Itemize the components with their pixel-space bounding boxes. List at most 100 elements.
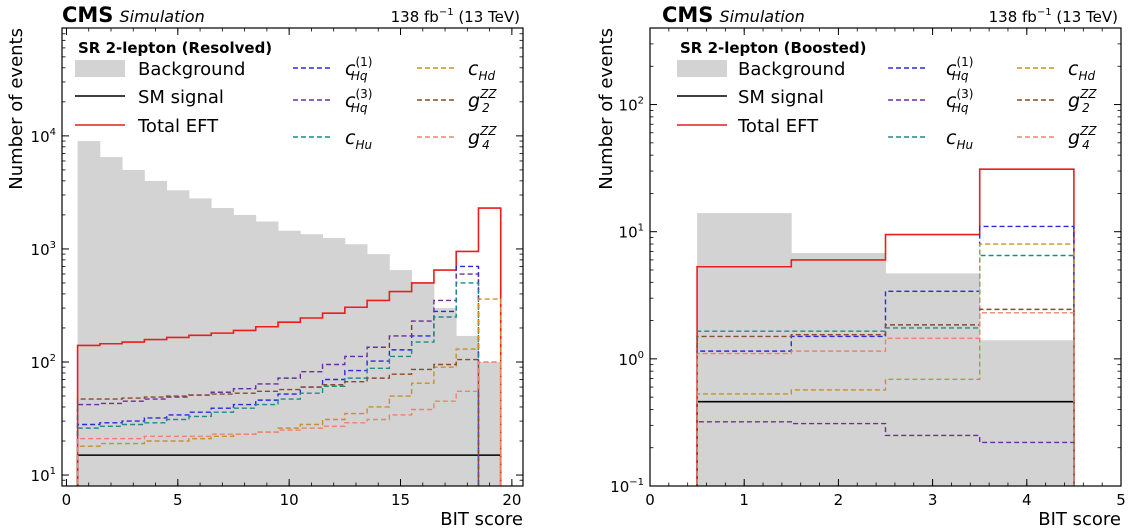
x-tick-label: 0 (645, 491, 655, 509)
legend-label-g4: gZZ 4 (468, 124, 497, 152)
background-bar (166, 190, 190, 486)
legend-item-eft: Total EFT (75, 116, 219, 137)
cms-header: CMS Simulation (662, 3, 805, 27)
legend-label-chq3: c(3) Hq (345, 87, 372, 115)
region-label: SR 2-lepton (Boosted) (680, 39, 866, 57)
x-tick-label: 2 (834, 491, 844, 509)
x-tick-label: 3 (928, 491, 938, 509)
axes-frame (61, 27, 524, 487)
x-tick-label: 15 (391, 491, 410, 509)
x-axis-label: BIT score (440, 509, 523, 529)
x-tick-label: 1 (739, 491, 749, 509)
background-bar (791, 252, 886, 486)
legend-label-g2: gZZ 2 (468, 87, 497, 115)
legend: Background SM signal Total EFT c(1) Hq c(3) Hq… (677, 55, 1097, 152)
legend-item-sm: SM signal (75, 87, 224, 108)
series-line-eft (696, 168, 1075, 486)
y-tick-label: 102 (619, 96, 644, 115)
plot-area (76, 141, 502, 486)
background-bar (344, 244, 368, 486)
legend-label-g4: gZZ 4 (1068, 124, 1097, 152)
background-bar (99, 157, 123, 486)
axes-frame (649, 27, 1122, 487)
background-bar (278, 230, 301, 486)
legend-label-chq1: c(1) Hq (345, 55, 372, 83)
background-bar (233, 214, 257, 486)
background-bar (456, 335, 479, 486)
background-bar (411, 282, 435, 486)
y-tick-label: 101 (619, 223, 644, 242)
background-bar (255, 221, 279, 486)
legend-label-chq1: c(1) Hq (946, 55, 973, 83)
background-bar (697, 213, 792, 486)
legend-item-g2: gZZ 2 (417, 87, 497, 115)
legend-swatch-bkg (75, 60, 125, 77)
series-line-sm (76, 454, 502, 486)
legend-label-sm: SM signal (138, 87, 224, 108)
series-line-g4 (76, 361, 502, 486)
background-bar (885, 273, 981, 486)
background-bar (122, 169, 145, 486)
legend-label-chd: cHd (468, 58, 495, 83)
y-axis-label: Number of events (6, 28, 27, 190)
legend-item-chq1: c(1) Hq (293, 55, 372, 83)
lumi-label: 138 fb−1 (13 TeV) (391, 7, 520, 26)
cms-header: CMS Simulation (62, 3, 205, 27)
background-bar (300, 234, 323, 486)
series-line-g2 (76, 358, 480, 486)
y-tick-label: 100 (619, 350, 644, 369)
y-tick-label: 103 (31, 240, 56, 259)
legend-item-eft: Total EFT (677, 116, 819, 137)
legend-item-chq1: c(1) Hq (888, 55, 973, 83)
legend-item-chd: cHd (417, 58, 495, 83)
y-axis-label: Number of events (596, 28, 617, 190)
legend-item-g2: gZZ 2 (1017, 87, 1097, 115)
lumi-label: 138 fb−1 (13 TeV) (989, 7, 1118, 26)
series-line-chq3 (696, 421, 1075, 486)
x-tick-label: 4 (1022, 491, 1032, 509)
legend-label-eft: Total EFT (737, 116, 819, 137)
legend-item-g4: gZZ 4 (1017, 124, 1097, 152)
background-bar (322, 237, 346, 486)
background-bar (367, 254, 390, 486)
x-tick-label: 20 (502, 491, 521, 509)
background-bar (389, 270, 413, 486)
legend-item-chu: cHu (293, 127, 372, 152)
legend-item-bkg: Background (75, 59, 245, 80)
series-line-g4 (696, 312, 1075, 486)
background-bar (144, 180, 168, 486)
series-line-g2 (696, 308, 1075, 486)
series-line-chd (696, 243, 1075, 486)
background-bar (433, 308, 457, 486)
legend-label-chd: cHd (1068, 58, 1095, 83)
region-label: SR 2-lepton (Resolved) (78, 39, 272, 57)
legend: Background SM signal Total EFT c(1) Hq c(3) Hq… (75, 55, 497, 152)
legend-item-chq3: c(3) Hq (293, 87, 372, 115)
series-line-eft (76, 207, 502, 486)
background-bar (979, 340, 1075, 486)
legend-item-chd: cHd (1017, 58, 1095, 83)
legend-label-chu: cHu (345, 127, 372, 152)
y-tick-label: 10−1 (610, 477, 644, 496)
y-tick-label: 101 (31, 466, 56, 485)
series-line-chd (76, 298, 502, 486)
series-line-chq1 (76, 265, 480, 486)
y-tick-label: 102 (31, 353, 56, 372)
background-bar (211, 208, 234, 486)
legend-label-chu: cHu (946, 127, 973, 152)
legend-label-eft: Total EFT (137, 116, 219, 137)
x-tick-label: 5 (173, 491, 183, 509)
plot-area (696, 168, 1075, 486)
x-tick-label: 5 (1116, 491, 1126, 509)
y-tick-label: 104 (31, 127, 56, 146)
x-tick-label: 0 (62, 491, 72, 509)
background-bar (77, 141, 101, 486)
legend-item-chq3: c(3) Hq (888, 87, 973, 115)
background-bar (188, 198, 212, 486)
legend-item-sm: SM signal (677, 87, 824, 108)
legend-item-bkg: Background (677, 59, 845, 80)
series-line-chq1 (696, 225, 1075, 486)
panel-boosted: 0 1 2 3 4 5 10−1 100 101 102 BIT score Number of ev… (596, 3, 1126, 529)
legend-swatch-bkg (677, 60, 727, 77)
